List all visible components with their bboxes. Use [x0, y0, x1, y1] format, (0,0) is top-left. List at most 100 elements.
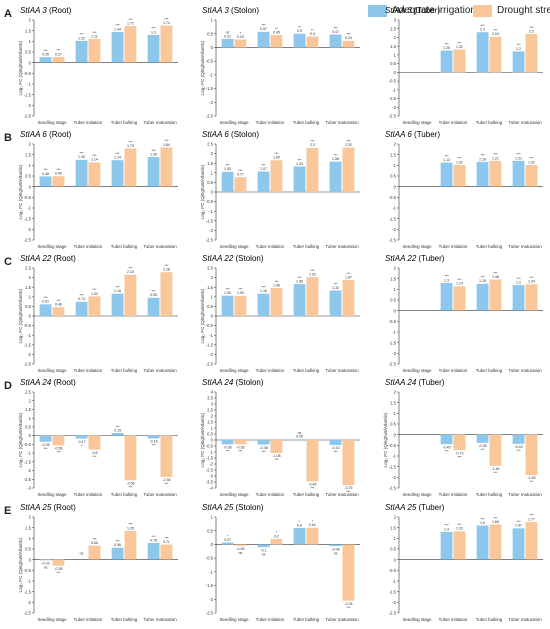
y-tick-label: 0.5	[25, 547, 31, 552]
panel-title: StIAA 3 (Root)	[20, 6, 72, 15]
data-label: -3.45	[308, 483, 316, 487]
panel-letter-e: E	[4, 505, 12, 517]
bar-irrigation	[147, 543, 160, 560]
data-label: 0.26	[42, 53, 49, 57]
y-tick-label: -2	[392, 475, 396, 480]
data-label: 1.06	[224, 291, 231, 295]
significance-label: ***	[56, 299, 61, 303]
y-tick-label: -0.5	[389, 319, 397, 324]
data-label: 1.35	[127, 526, 134, 530]
y-tick-label: -1.5	[24, 459, 32, 464]
data-label: -3.75	[344, 486, 352, 490]
data-label: -1.89	[527, 476, 535, 480]
bar-irrigation	[39, 57, 52, 63]
y-tick-label: 2.5	[25, 266, 31, 271]
bar-irrigation	[293, 439, 306, 440]
y-tick-label: 4	[211, 390, 214, 395]
significance-label: ***	[493, 271, 498, 275]
y-tick-label: 1.5	[25, 285, 31, 290]
data-label: 1.21	[492, 156, 499, 160]
x-tick-label: Tuber bulking	[476, 368, 503, 373]
x-tick-label: Tuber bulking	[293, 492, 320, 497]
significance-label: ***	[128, 267, 133, 271]
bar-irrigation	[257, 31, 270, 48]
data-label: 0.47	[332, 30, 339, 34]
bar-drought	[270, 160, 283, 192]
y-tick-label: 0.5	[207, 432, 213, 437]
x-tick-label: Tuber bulking	[111, 368, 138, 373]
data-label: 1.05	[237, 291, 244, 295]
y-tick-label: 1	[29, 536, 32, 541]
y-tick-label: 0.5	[207, 180, 213, 185]
y-tick-label: -2	[27, 600, 31, 605]
panel-title-tissue: (Stolon)	[233, 503, 264, 512]
panel-title-gene: StIAA 6	[20, 130, 47, 139]
y-tick-label: -2.5	[389, 114, 397, 119]
significance-label: ***	[43, 296, 48, 300]
panel-title: StIAA 24 (Stolon)	[202, 378, 264, 387]
y-tick-label: -2	[27, 103, 31, 108]
panel-title-tissue: (Tuber)	[412, 6, 440, 15]
x-tick-label: Seedling stage	[219, 617, 249, 622]
data-label: -2.36	[162, 478, 170, 482]
data-label: 1.14	[456, 282, 463, 286]
x-tick-label: Tuber maturation	[325, 617, 359, 622]
x-tick-label: Tuber bulking	[293, 244, 320, 249]
y-tick-label: -2.5	[206, 238, 214, 243]
data-label: 0.71	[163, 540, 170, 544]
significance-label: ***	[480, 448, 485, 452]
significance-label: ns	[262, 552, 266, 556]
y-tick-label: -1	[392, 579, 396, 584]
y-tick-label: -2.5	[24, 238, 32, 243]
data-label: 1.66	[296, 280, 303, 284]
y-tick-label: 1.5	[25, 525, 31, 530]
bar-irrigation	[440, 50, 453, 73]
panel-title-tissue: (Root)	[51, 254, 76, 263]
bar-irrigation	[476, 434, 489, 443]
data-label: -0.43	[514, 445, 522, 449]
bar-drought	[124, 25, 137, 63]
bar-irrigation	[329, 440, 342, 446]
y-tick-label: -2	[209, 228, 213, 233]
significance-label: ***	[444, 275, 449, 279]
bar-irrigation	[221, 440, 234, 445]
data-label: 0.31	[224, 34, 231, 38]
x-tick-label: Tuber bulking	[111, 244, 138, 249]
y-tick-label: -2	[392, 227, 396, 232]
bar-irrigation	[147, 157, 160, 187]
y-tick-label: 0.5	[390, 298, 396, 303]
legend-label-drought: Drought stress	[497, 5, 550, 16]
data-label: 0.95	[150, 293, 157, 297]
y-tick-label: 2	[29, 515, 32, 520]
y-tick-label: 0.5	[25, 304, 31, 309]
bar-irrigation	[257, 293, 270, 316]
panel-title: StIAA 22 (Tuber)	[385, 254, 445, 263]
y-tick-label: 1.5	[390, 525, 396, 530]
y-tick-label: 2	[29, 18, 32, 23]
panel-title: StIAA 6 (Tuber)	[385, 130, 440, 139]
panel-title-gene: StIAA 24	[20, 378, 52, 387]
data-label: 0.5	[297, 29, 302, 33]
significance-label: ***	[92, 537, 97, 541]
significance-label: ***	[79, 294, 84, 298]
data-label: 1.84	[163, 143, 170, 147]
bar-irrigation	[293, 284, 306, 316]
x-tick-label: Tuber maturation	[508, 368, 542, 373]
y-tick-label: -2.5	[24, 362, 32, 367]
y-tick-label: -1	[392, 206, 396, 211]
y-tick-label: 0	[211, 45, 214, 50]
significance-label: **	[311, 28, 314, 32]
y-tick-label: -0.5	[24, 323, 32, 328]
data-label: 1.2	[516, 280, 521, 284]
panel-letter-a: A	[4, 8, 12, 20]
bar-drought	[342, 440, 355, 485]
y-axis-label: Log₂ FC (Qinghu9/Atlantic)	[18, 288, 23, 343]
data-label: 1.11	[91, 34, 98, 38]
y-tick-label: -0.5	[389, 195, 397, 200]
bar-drought	[453, 531, 466, 560]
x-tick-label: Tuber maturation	[325, 244, 359, 249]
significance-label: ***	[151, 535, 156, 539]
panel-title: StIAA 25 (Stolon)	[202, 503, 264, 512]
y-tick-label: -2.5	[206, 611, 214, 616]
x-tick-label: Tuber bulking	[111, 492, 138, 497]
